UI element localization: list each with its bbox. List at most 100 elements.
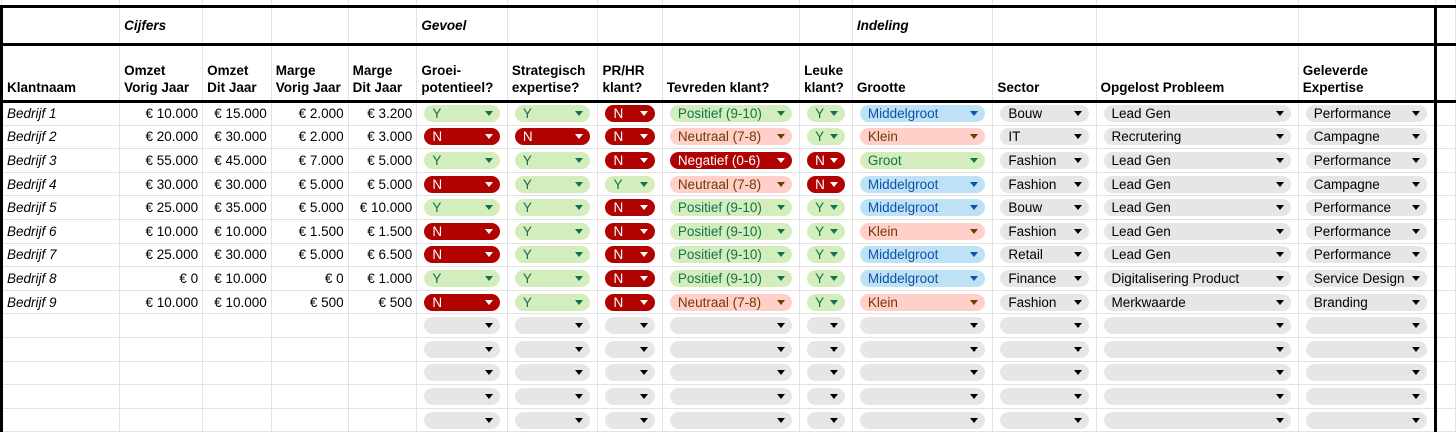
cell[interactable]: Lead Gen <box>1095 101 1299 126</box>
dropdown-chip[interactable] <box>1000 340 1089 358</box>
dropdown-chip[interactable] <box>1000 317 1089 335</box>
cell[interactable] <box>1435 384 1456 409</box>
cell[interactable] <box>270 384 349 409</box>
cell[interactable]: Fashion <box>992 171 1097 197</box>
cell[interactable]: Positief (9-10) <box>661 242 801 268</box>
client-name-cell[interactable]: Bedrijf 2 <box>0 124 121 150</box>
dropdown-chip[interactable]: N <box>424 246 500 264</box>
dropdown-chip[interactable] <box>1000 387 1089 405</box>
cell[interactable] <box>1435 407 1456 432</box>
dropdown-chip[interactable]: Y <box>514 222 591 240</box>
cell[interactable]: N <box>597 124 663 150</box>
dropdown-chip[interactable] <box>605 387 655 405</box>
cell[interactable]: Service Design <box>1297 266 1438 291</box>
cell[interactable]: Lead Gen <box>1095 171 1299 197</box>
cell[interactable] <box>1297 313 1438 338</box>
cell[interactable] <box>119 313 204 338</box>
cell[interactable]: Y <box>799 101 853 126</box>
cell[interactable] <box>597 313 663 338</box>
dropdown-chip[interactable]: Recrutering <box>1103 128 1291 146</box>
cell[interactable] <box>270 407 349 432</box>
dropdown-chip[interactable]: N <box>605 222 655 240</box>
dropdown-chip[interactable]: N <box>605 199 655 217</box>
cell[interactable]: Neutraal (7-8) <box>661 289 801 315</box>
amount-cell[interactable]: € 30.000 <box>202 124 272 150</box>
dropdown-chip[interactable] <box>605 340 655 358</box>
amount-cell[interactable]: € 10.000 <box>347 195 418 220</box>
column-header[interactable]: Opgelost Probleem <box>1095 44 1299 103</box>
cell[interactable]: Lead Gen <box>1095 242 1299 268</box>
cell[interactable]: Y <box>416 101 508 126</box>
cell[interactable] <box>1435 313 1456 338</box>
cell[interactable] <box>270 360 349 386</box>
dropdown-chip[interactable]: N <box>807 151 845 169</box>
amount-cell[interactable]: € 55.000 <box>119 148 204 173</box>
cell[interactable]: Neutraal (7-8) <box>661 124 801 150</box>
amount-cell[interactable]: € 30.000 <box>202 242 272 268</box>
cell[interactable] <box>661 6 801 46</box>
client-name-cell[interactable]: Bedrijf 5 <box>0 195 121 220</box>
amount-cell[interactable]: € 7.000 <box>270 148 349 173</box>
dropdown-chip[interactable] <box>424 364 500 382</box>
cell[interactable] <box>799 313 853 338</box>
column-header[interactable]: Omzet Dit Jaar <box>202 44 272 103</box>
cell[interactable] <box>506 336 599 362</box>
amount-cell[interactable]: € 30.000 <box>119 171 204 197</box>
cell[interactable] <box>1435 148 1456 173</box>
amount-cell[interactable]: € 45.000 <box>202 148 272 173</box>
dropdown-chip[interactable] <box>859 387 986 405</box>
cell[interactable] <box>1435 0 1456 8</box>
dropdown-chip[interactable]: Y <box>424 199 500 217</box>
cell[interactable]: Y <box>506 289 599 315</box>
cell[interactable] <box>347 360 418 386</box>
dropdown-chip[interactable]: Lead Gen <box>1103 151 1291 169</box>
dropdown-chip[interactable]: Service Design <box>1305 269 1428 287</box>
cell[interactable] <box>119 336 204 362</box>
cell[interactable]: Middelgroot <box>851 101 994 126</box>
cell[interactable]: Middelgroot <box>851 195 994 220</box>
cell[interactable]: N <box>597 148 663 173</box>
cell[interactable] <box>416 407 508 432</box>
cell[interactable] <box>992 407 1097 432</box>
dropdown-chip[interactable] <box>1000 364 1089 382</box>
cell[interactable] <box>0 407 121 432</box>
dropdown-chip[interactable] <box>424 340 500 358</box>
dropdown-chip[interactable]: Y <box>514 246 591 264</box>
cell[interactable] <box>1095 336 1299 362</box>
amount-cell[interactable]: € 500 <box>347 289 418 315</box>
cell[interactable]: Klein <box>851 124 994 150</box>
amount-cell[interactable]: € 25.000 <box>119 195 204 220</box>
cell[interactable]: Performance <box>1297 218 1438 244</box>
cell[interactable]: Bouw <box>992 195 1097 220</box>
cell[interactable] <box>597 407 663 432</box>
cell[interactable] <box>270 6 349 46</box>
cell[interactable]: N <box>597 195 663 220</box>
dropdown-chip[interactable]: Middelgroot <box>859 246 986 264</box>
cell[interactable] <box>1095 0 1299 8</box>
dropdown-chip[interactable] <box>807 387 845 405</box>
dropdown-chip[interactable]: Branding <box>1305 293 1428 311</box>
dropdown-chip[interactable]: Neutraal (7-8) <box>669 175 793 193</box>
cell[interactable] <box>0 313 121 338</box>
cell[interactable] <box>661 336 801 362</box>
amount-cell[interactable]: € 1.000 <box>347 266 418 291</box>
cell[interactable] <box>202 336 272 362</box>
dropdown-chip[interactable]: Y <box>424 269 500 287</box>
amount-cell[interactable]: € 5.000 <box>270 195 349 220</box>
cell[interactable]: Lead Gen <box>1095 195 1299 220</box>
cell[interactable] <box>0 6 121 46</box>
dropdown-chip[interactable]: N <box>424 293 500 311</box>
cell[interactable] <box>799 384 853 409</box>
cell[interactable] <box>506 6 599 46</box>
dropdown-chip[interactable] <box>669 387 793 405</box>
cell[interactable]: Y <box>506 195 599 220</box>
dropdown-chip[interactable] <box>605 364 655 382</box>
amount-cell[interactable]: € 3.200 <box>347 101 418 126</box>
dropdown-chip[interactable]: Lead Gen <box>1103 222 1291 240</box>
dropdown-chip[interactable] <box>669 317 793 335</box>
dropdown-chip[interactable]: N <box>605 293 655 311</box>
cell[interactable]: Merkwaarde <box>1095 289 1299 315</box>
dropdown-chip[interactable]: Campagne <box>1305 128 1428 146</box>
cell[interactable]: Negatief (0-6) <box>661 148 801 173</box>
column-header[interactable]: Groei-potentieel? <box>416 44 508 103</box>
